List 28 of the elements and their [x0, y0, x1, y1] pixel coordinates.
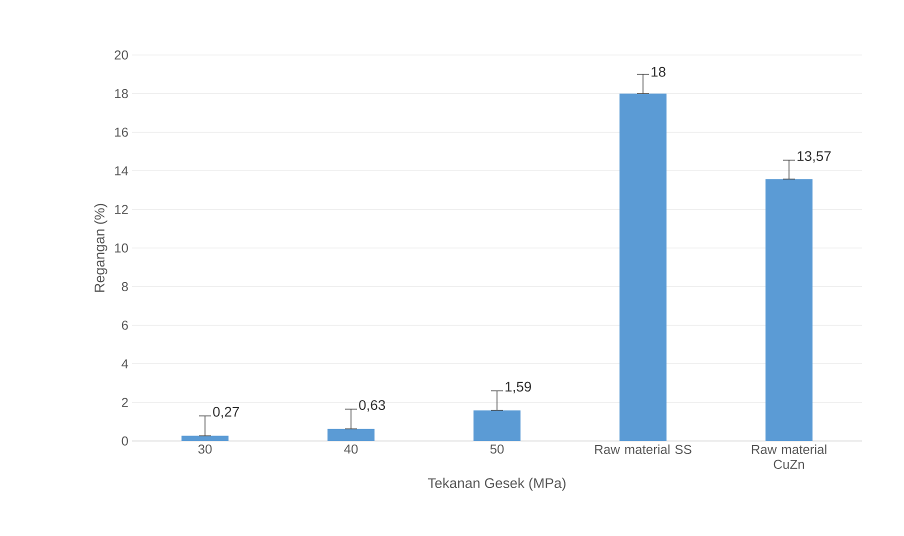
y-tick-label: 20	[114, 50, 128, 60]
y-tick-label: 18	[115, 89, 128, 98]
bar	[182, 436, 229, 441]
y-tick-label: 14	[115, 166, 128, 176]
x-tick-label: Raw material CuZn	[752, 444, 826, 469]
x-tick-label: 30	[198, 444, 212, 454]
y-tick-label: 2	[122, 398, 128, 407]
y-axis-title: Regangan (%)	[94, 204, 108, 292]
data-label: 13,57	[798, 151, 831, 163]
x-tick-label: 40	[344, 444, 358, 454]
data-label: 0,63	[359, 400, 386, 412]
data-label: 0,27	[213, 406, 239, 418]
x-tick-label: Raw material SS	[595, 444, 692, 454]
bar	[328, 428, 375, 441]
y-tick-label: 12	[115, 204, 128, 214]
y-tick-label: 10	[115, 243, 128, 253]
y-tick-label: 8	[122, 282, 128, 292]
data-label: 1,59	[506, 382, 532, 394]
bar	[474, 410, 521, 441]
y-tick-label: 16	[115, 128, 128, 137]
y-tick-label: 6	[122, 320, 128, 330]
x-tick-label: 50	[490, 444, 504, 454]
data-label: 18	[652, 66, 666, 77]
bar	[766, 179, 813, 441]
y-tick-label: 4	[122, 359, 128, 368]
x-axis-title: Tekanan Gesek (MPa)	[428, 478, 566, 491]
bar	[620, 94, 667, 441]
y-tick-label: 0	[122, 436, 128, 446]
